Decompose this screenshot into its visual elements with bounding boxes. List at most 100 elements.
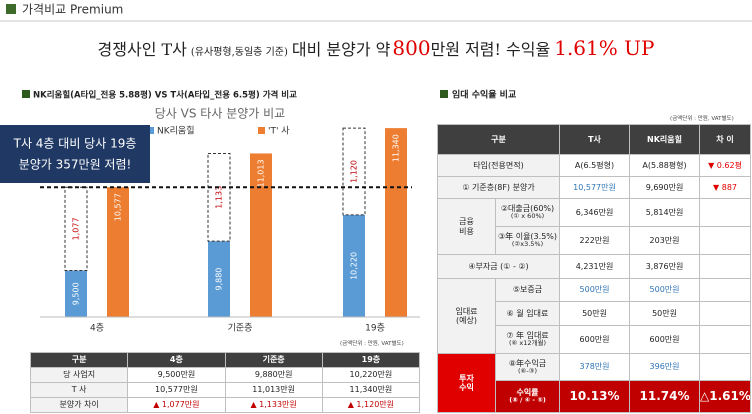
group-text: 임대료 [455,306,478,316]
table-cell: 9,500만원 [127,367,226,383]
table-row: ④부자금 (① - ②) 4,231만원 3,876만원 [436,254,752,279]
table-row: 투자 수익 ⑧年수익금 (⑥-③) 378만원 396만원 [437,353,752,413]
x-tick-label: 19층 [365,323,385,334]
difference-label: 1,077 [72,217,81,240]
value-cell [699,226,752,255]
bar-value-label: 11,013 [257,159,266,187]
x-tick-label: 4층 [90,323,104,334]
row-label: ⑦ 年 임대료 (⑥ x12개월) [494,325,561,354]
value-cell: A(6.5평형) [559,154,631,177]
difference-label: 1,120 [350,160,359,183]
legend-label: 'T' 사 [268,126,290,137]
table-row: 임대료 (예상) ⑤보증금 500만원 500만원 [437,278,752,354]
headline-highlight: 800 [392,36,431,60]
value-cell: 10.13% [559,380,631,413]
bar-value-label: 10,220 [350,252,359,280]
label-line: ⑦ 年 임대료 [506,331,549,341]
group-text: (예상) [456,316,477,325]
group-text: 금융 [459,217,474,227]
unit-note: (금액단위 : 만원, VAT별도) [670,116,734,122]
table-row: ③年 이율(3.5%) (②x3.5%) 222만원 203만원 [438,226,752,255]
value-cell [699,254,752,279]
table-row: 당 사업지 9,500만원 9,880만원 10,220만원 [29,367,421,383]
label-line: (⑥-③) [517,366,538,375]
group-text: 투자 [459,373,474,383]
value-cell [699,353,752,381]
headline-highlight: 1.61% UP [554,36,655,60]
table-row: 분양가 차이 ▲ 1,077만원 ▲ 1,133만원 ▲ 1,120만원 [29,397,421,413]
headline-text: 경쟁사인 T사 [97,40,187,59]
header-cell: T사 [559,124,631,155]
bar [65,270,87,317]
label-line: (① x 60%) [510,212,545,221]
label-line: ③年 이율(3.5%) [498,232,558,242]
value-cell: 4,231만원 [559,254,631,279]
value-cell: 9,690만원 [629,176,701,199]
label-line: ⑤보증금 [512,285,543,295]
table-row: T 사 10,577만원 11,013만원 11,340만원 [29,382,421,398]
value-cell: 396만원 [629,353,701,381]
bar-value-label: 10,577 [114,193,123,221]
header-cell: 4층 [127,352,226,368]
header-icon [6,4,16,14]
headline-text: 대비 분양가 약 [291,40,391,59]
row-label: ⑥ 월 임대료 [494,301,561,326]
table-cell: 11,340만원 [321,382,421,398]
bar [107,187,129,317]
value-cell [699,325,752,354]
section-icon [22,90,30,98]
row-label: ④부자금 (① - ②) [436,254,561,279]
row-label: 타입(전용면적) [436,154,561,177]
value-cell: 378만원 [559,353,631,381]
label-line: ④부자금 (① - ②) [468,261,529,271]
bar-value-label: 11,340 [392,134,401,162]
bar [208,241,230,317]
chart-title: 당사 VS 타사 분양가 비교 [155,107,285,121]
row-label: ① 기준층(8F) 분양가 [436,176,561,199]
bar [385,128,407,317]
label-line: (⑧ / ④ - ⑤) [509,396,546,405]
callout-box [0,125,150,183]
bar-value-label: 9,880 [215,268,224,291]
value-cell: △1.61% [699,380,752,413]
difference-segment [207,152,231,242]
value-cell: 50만원 [629,301,701,326]
bar [343,214,365,317]
row-label: ⑤보증금 [494,278,561,302]
table-cell: 10,577만원 [127,382,226,398]
section-icon [440,90,448,98]
table-cell: 11,013만원 [224,382,323,398]
value-cell: 600만원 [629,325,701,354]
value-cell: 10,577만원 [559,176,631,199]
table-cell: 당 사업지 [29,367,129,383]
legend-label: NK리움힐 [157,125,194,137]
row-label: 수익률 (⑧ / ④ - ⑤) [494,380,561,413]
header-title: 가격비교 Premium [22,3,123,17]
group-text: 수익 [459,383,474,392]
value-cell: 5,814만원 [629,198,701,227]
difference-label: 1,133 [215,186,224,209]
group-cell: 임대료 (예상) [437,278,496,354]
value-cell: 500만원 [559,278,631,302]
header-row: 구분 4층 기준층 19층 [29,352,421,368]
label-line: ⑥ 월 임대료 [506,308,549,318]
value-cell [699,278,752,302]
value-cell: 222만원 [559,226,631,255]
left-table: 구분 4층 기준층 19층 당 사업지 9,500만원 9,880만원 10,220만원 T 사… [29,352,421,413]
label-line: ⑧年수익금 [508,358,547,368]
row-label: ⑧年수익금 (⑥-③) [494,353,561,381]
section-title: 임대 수익율 비교 [452,89,516,101]
callout-text: 분양가 357만원 저렴! [19,158,132,172]
value-cell: ▼ 887 [699,176,752,199]
table-row: 금융 비용 ②대출금(60%) (① x 60%) 6,346만원 5,814만원 [437,198,752,255]
table-cell: 10,220만원 [321,367,421,383]
value-cell [699,198,752,227]
table-cell: ▲ 1,077만원 [127,397,226,413]
headline-text: 만원 저렴! 수익율 [430,40,551,59]
value-cell: 6,346만원 [559,198,631,227]
table-cell: ▲ 1,120만원 [321,397,421,413]
right-table: 구분 T사 NK리움힐 차 이 타입(전용면적) A(6.5평형) A(5.88평형) ▼ 0… [436,124,752,413]
table-row: 타입(전용면적) A(6.5평형) A(5.88평형) ▼ 0.62평 [436,154,752,177]
value-cell: A(5.88평형) [629,154,701,177]
